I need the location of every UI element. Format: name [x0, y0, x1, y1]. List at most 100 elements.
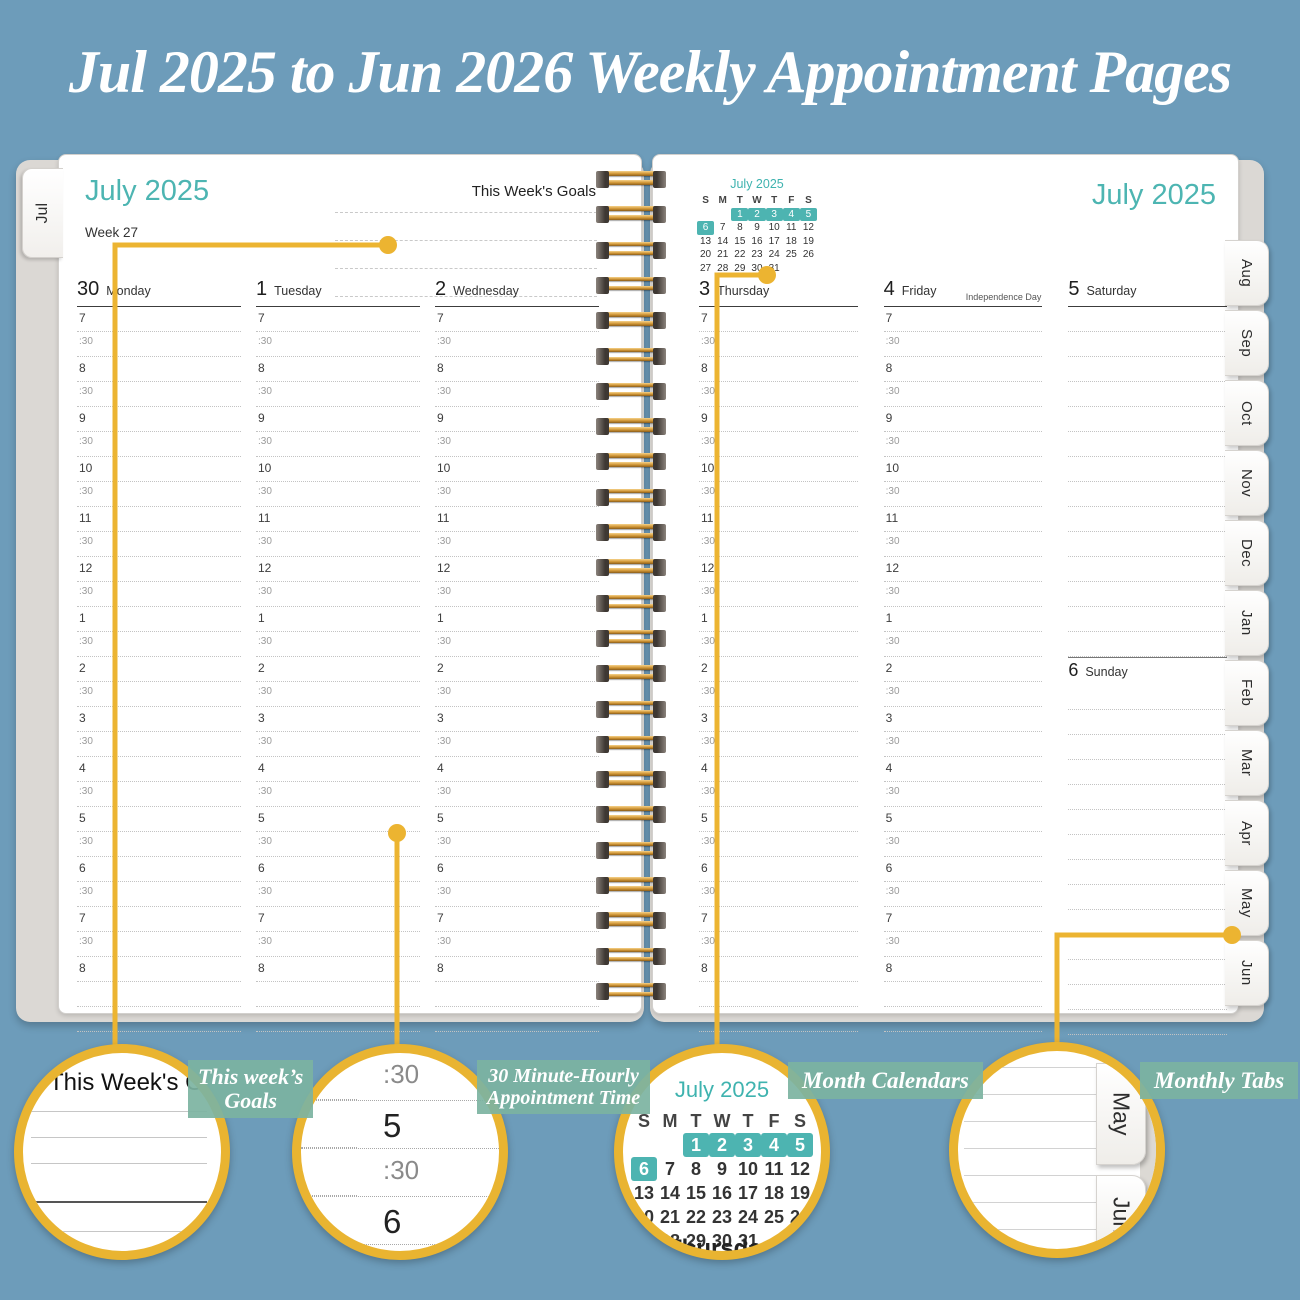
time-slot: :30 — [883, 332, 1043, 357]
month-tab-label: Feb — [1238, 679, 1255, 707]
magnified-month-tab-may: May — [1096, 1063, 1146, 1165]
time-slot: 3 — [699, 707, 858, 732]
weekday-letter: T — [771, 195, 778, 206]
time-slot: 8 — [883, 357, 1043, 382]
time-slot: :30 — [435, 682, 599, 707]
time-slot: 8 — [699, 957, 858, 982]
time-label: 1 — [437, 611, 444, 625]
time-label: 7 — [437, 311, 444, 325]
time-slot: :30 — [883, 732, 1043, 757]
time-slot: 7 — [435, 907, 599, 932]
time-slot: :30 — [883, 432, 1043, 457]
calendar-day: 11 — [786, 222, 797, 233]
time-label: 4 — [258, 761, 265, 775]
time-slot: 8 — [699, 357, 858, 382]
calendar-day: 6 — [631, 1157, 657, 1181]
ruled-line — [1068, 432, 1227, 457]
time-label: :30 — [885, 736, 900, 747]
day-header: 2 Wednesday — [435, 278, 599, 307]
day-column-wednesday: 2 Wednesday 7:30 8:30 9:30 10:30 11:30 12:30 1:3… — [435, 278, 599, 1032]
time-label: :30 — [79, 786, 93, 797]
time-label: :30 — [258, 436, 272, 447]
ruled-line — [31, 1257, 207, 1258]
spiral-wire — [603, 921, 659, 926]
calendar-day: 14 — [659, 1183, 681, 1203]
spiral-wire — [603, 391, 659, 397]
time-label: 3 — [79, 711, 86, 725]
ruled-line — [1068, 1010, 1227, 1035]
month-tab-sep: Sep — [1225, 310, 1269, 376]
spiral-wire — [653, 735, 666, 753]
ruled-line — [883, 982, 1043, 1007]
spiral-wire — [603, 991, 659, 997]
spiral-wire — [596, 700, 609, 718]
spiral-wire — [653, 453, 666, 471]
time-slot: :30 — [77, 732, 241, 757]
calendar-day: 12 — [789, 1159, 811, 1179]
spiral-wire — [603, 841, 659, 847]
calendar-day: 21 — [717, 249, 729, 260]
spiral-wire — [603, 312, 659, 317]
time-slot: 4 — [883, 757, 1043, 782]
month-tab-jan: Jan — [1225, 590, 1269, 656]
weekday-letter: S — [793, 1111, 806, 1131]
time-label: :30 — [885, 886, 900, 897]
time-label: :30 — [437, 936, 451, 947]
month-tab-label: May — [1238, 888, 1255, 918]
spiral-wire — [603, 709, 659, 714]
month-tab-mar: Mar — [1225, 730, 1269, 796]
time-slot: :30 — [883, 632, 1043, 657]
ruled-line — [883, 1007, 1043, 1032]
time-slot: :30 — [883, 582, 1043, 607]
time-label: 6 — [383, 1203, 402, 1240]
spiral-wire — [603, 559, 659, 564]
time-label: 12 — [885, 561, 900, 575]
time-label: 8 — [79, 961, 86, 975]
time-label: :30 — [258, 736, 272, 747]
day-header: 3 Thursday — [699, 278, 858, 307]
magnified-mini-calendar: July 2025 S M T W T F S 1 2 3 4 5 6 7 8 9 10 11 12 13 14 15 16… — [631, 1077, 813, 1251]
time-slot: 4 — [435, 757, 599, 782]
spiral-wire — [653, 700, 666, 718]
spiral-wire — [653, 629, 666, 647]
calendar-day: 10 — [737, 1159, 759, 1179]
time-slot: :30 — [256, 832, 420, 857]
day-column-tuesday: 1 Tuesday 7:30 8:30 9:30 10:30 11:30 12:30 1:30 2… — [256, 278, 420, 1032]
spiral-wire — [653, 559, 666, 577]
time-slot: :30 — [435, 332, 599, 357]
month-tab-jul: Jul — [22, 168, 63, 258]
ruled-line — [31, 1231, 207, 1232]
time-label: 10 — [79, 461, 93, 475]
calendar-day: 8 — [737, 222, 743, 233]
time-slot: 7 — [435, 307, 599, 332]
time-slot: 11 — [435, 507, 599, 532]
time-label: :30 — [701, 586, 715, 597]
ruled-line — [256, 982, 420, 1007]
time-label: :30 — [701, 936, 715, 947]
day-column-thursday: 3 Thursday 7:30 8:30 9:30 10:30 11:30 12:30 1:30… — [699, 278, 858, 1035]
calendar-day: 31 — [737, 1231, 759, 1251]
spiral-wire — [653, 171, 666, 188]
time-slot: :30 — [699, 532, 858, 557]
time-slot: 12 — [77, 557, 241, 582]
time-slot: :30 — [435, 782, 599, 807]
time-label: 8 — [79, 361, 86, 375]
ruled-line — [1068, 332, 1227, 357]
spiral-wire — [603, 665, 659, 670]
time-slot: 8 — [435, 957, 599, 982]
time-label: 1 — [79, 611, 86, 625]
time-slot: :30 — [883, 382, 1043, 407]
ruled-line — [964, 1067, 1096, 1068]
month-tab-label: Oct — [1238, 400, 1255, 426]
goals-ruled-line — [335, 240, 597, 241]
time-label: :30 — [885, 436, 900, 447]
spiral-wire — [653, 206, 666, 224]
weekday-letter: S — [702, 195, 709, 206]
time-slot: 9 — [883, 407, 1043, 432]
day-number: 6 — [1068, 660, 1079, 680]
calendar-day: 15 — [685, 1183, 707, 1203]
time-label: :30 — [701, 336, 715, 347]
spiral-wire — [596, 665, 609, 683]
calendar-day: 9 — [754, 222, 760, 233]
